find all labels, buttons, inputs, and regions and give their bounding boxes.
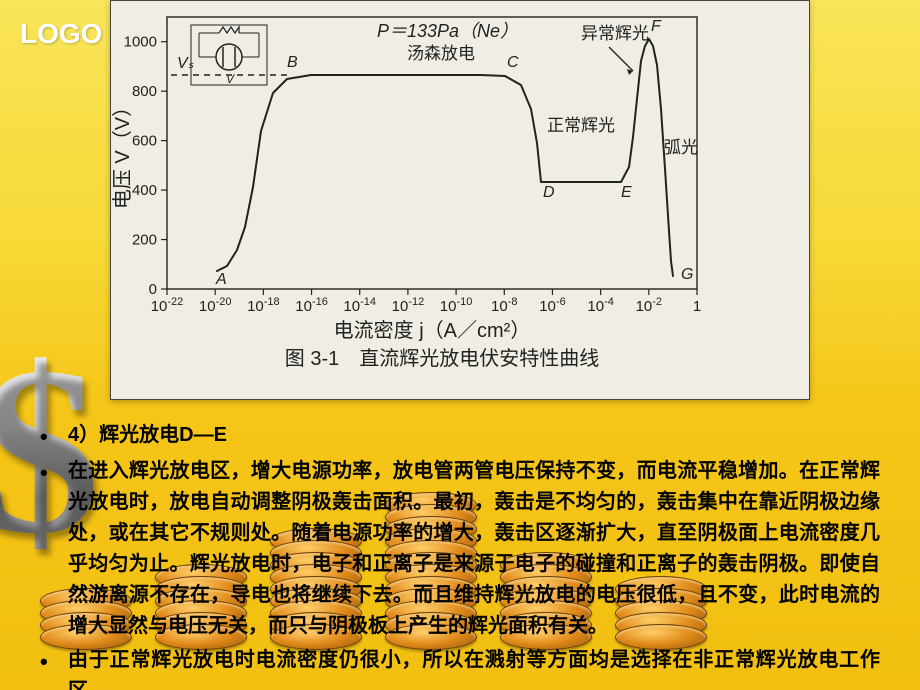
svg-text:10-22: 10-22 [151, 296, 184, 315]
body-line-2: 由于正常辉光放电时电流密度仍很小，所以在溅射等方面均是选择在非正常辉光放电工作区… [68, 645, 880, 690]
svg-text:汤森放电: 汤森放电 [407, 44, 475, 63]
logo: LOGO [20, 18, 102, 50]
svg-text:弧光: 弧光 [664, 138, 698, 157]
svg-text:G: G [681, 266, 693, 283]
svg-text:10-10: 10-10 [440, 296, 473, 315]
svg-text:C: C [507, 54, 519, 71]
svg-text:电压 V（V）: 电压 V（V） [111, 97, 134, 209]
svg-text:P＝133Pa（Ne）: P＝133Pa（Ne） [377, 21, 518, 41]
svg-text:10-16: 10-16 [295, 296, 328, 315]
svg-text:400: 400 [132, 182, 157, 199]
svg-text:10-8: 10-8 [491, 296, 517, 315]
body-text: • 4）辉光放电D—E • 在进入辉光放电区，增大电源功率，放电管两管电压保持不… [40, 420, 880, 690]
svg-text:10-6: 10-6 [539, 296, 565, 315]
svg-text:10-14: 10-14 [343, 296, 376, 315]
bullet-icon: • [40, 456, 68, 642]
svg-text:10-2: 10-2 [636, 296, 662, 315]
svg-text:200: 200 [132, 232, 157, 249]
body-line-0: 4）辉光放电D—E [68, 420, 880, 453]
svg-text:F: F [651, 18, 662, 35]
body-line-1: 在进入辉光放电区，增大电源功率，放电管两管电压保持不变，而电流平稳增加。在正常辉… [68, 456, 880, 642]
svg-text:800: 800 [132, 83, 157, 100]
svg-text:正常辉光: 正常辉光 [547, 116, 615, 135]
svg-text:1000: 1000 [124, 34, 157, 51]
svg-text:电流密度 j（A／cm²）: 电流密度 j（A／cm²） [334, 319, 531, 342]
svg-text:A: A [215, 271, 227, 288]
svg-text:图 3-1 直流辉光放电伏安特性曲线: 图 3-1 直流辉光放电伏安特性曲线 [285, 347, 599, 370]
svg-text:B: B [287, 54, 298, 71]
svg-text:D: D [543, 184, 555, 201]
bullet-icon: • [40, 645, 68, 690]
svg-text:10-20: 10-20 [199, 296, 232, 315]
svg-text:10-12: 10-12 [392, 296, 425, 315]
svg-text:10-4: 10-4 [587, 296, 613, 315]
bullet-icon: • [40, 420, 68, 453]
svg-text:600: 600 [132, 133, 157, 150]
slide: LOGO $ 0200400600800100010-2210-2010-181… [0, 0, 920, 690]
svg-text:1: 1 [693, 298, 701, 315]
svg-text:10-18: 10-18 [247, 296, 280, 315]
svg-text:E: E [621, 184, 632, 201]
svg-text:0: 0 [149, 281, 157, 298]
svg-text:异常辉光: 异常辉光 [581, 24, 649, 43]
svg-text:Vₛ: Vₛ [177, 55, 195, 72]
svg-text:V: V [226, 72, 235, 86]
discharge-iv-chart: 0 200 400 600 800 1000 10-22 10-20 10-18 10-16 10-… [110, 0, 810, 400]
